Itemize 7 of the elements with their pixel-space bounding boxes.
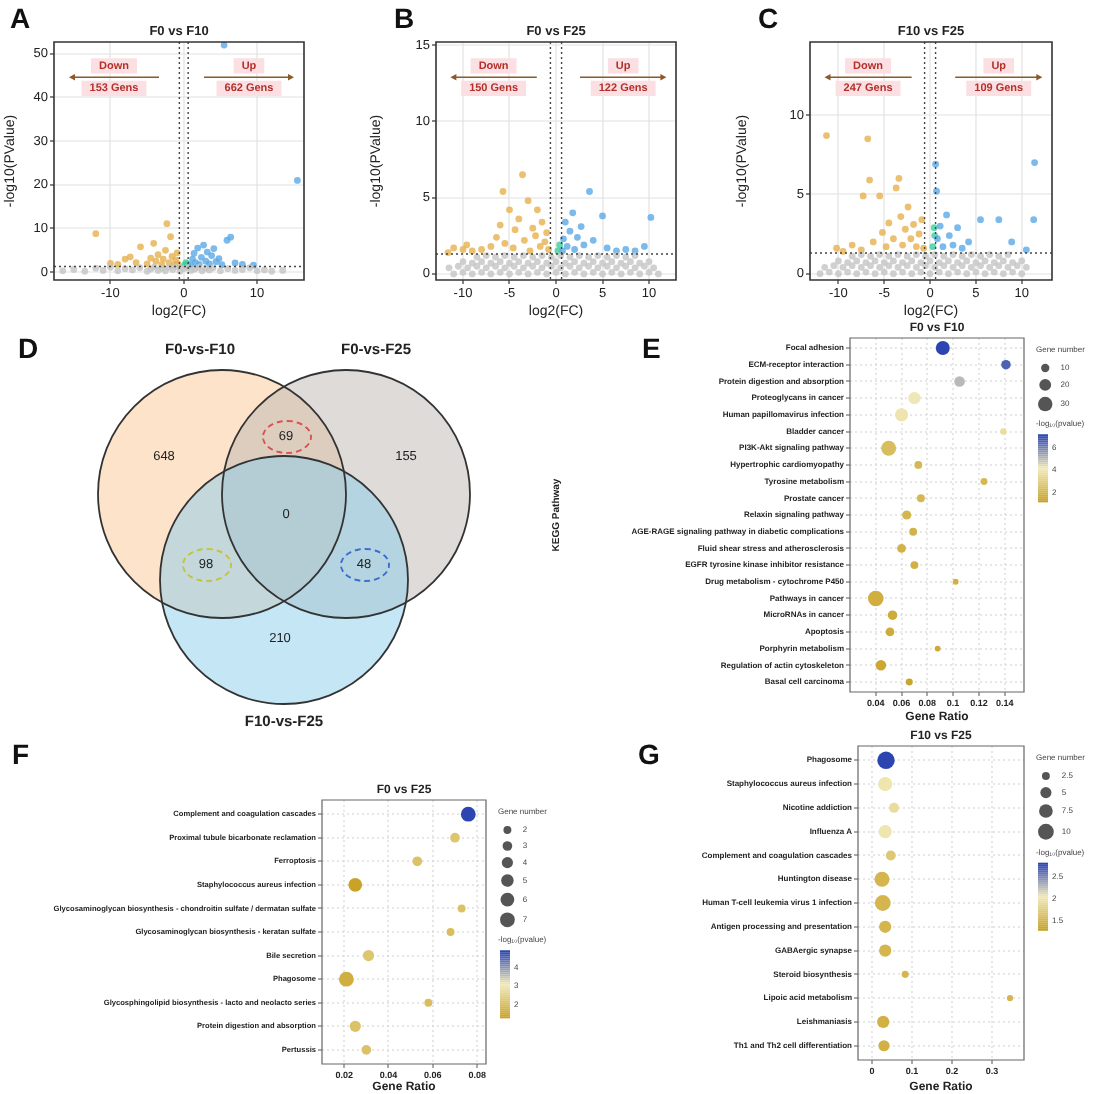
text: G bbox=[638, 737, 660, 770]
text: E bbox=[642, 331, 661, 364]
text: A bbox=[10, 1, 31, 34]
text: D bbox=[18, 331, 39, 364]
text: F bbox=[12, 737, 30, 770]
text: B bbox=[394, 1, 415, 34]
text: C bbox=[758, 1, 779, 34]
